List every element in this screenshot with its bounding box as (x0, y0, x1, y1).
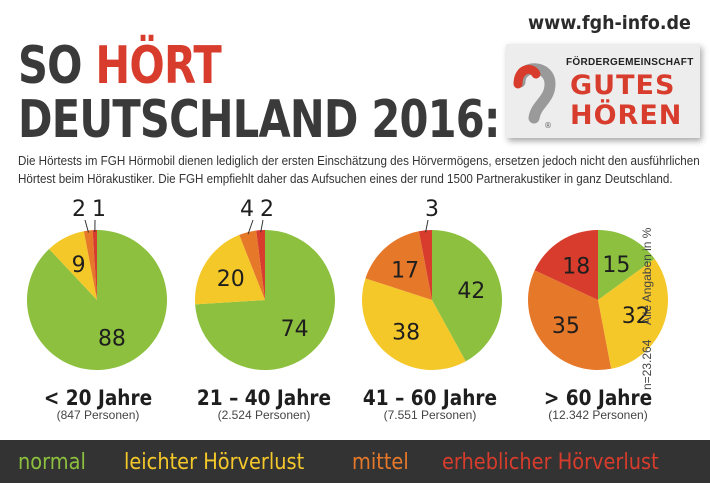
data-label-leicht: 32 (622, 304, 650, 329)
data-label-normal: 15 (602, 253, 630, 278)
data-label-normal: 74 (281, 317, 309, 342)
pie-slice-leicht (49, 231, 97, 300)
pie-slice-normal (27, 230, 168, 371)
pie-slice-erheblich (92, 230, 97, 300)
person-count: (2.524 Personen) (217, 408, 311, 422)
age-group-21-40: 21 – 40 Jahre (2.524 Personen) (184, 386, 344, 422)
registered-mark: ® (544, 121, 552, 130)
leader-line (425, 219, 429, 233)
age-group-under-20: < 20 Jahre (847 Personen) (18, 386, 178, 422)
person-count: (12.342 Personen) (548, 408, 648, 422)
data-label-normal: 88 (98, 327, 126, 352)
legend-normal: normal (18, 450, 86, 475)
pie-slice-mittel (528, 270, 612, 370)
legend-leicht: leichter Hörverlust (124, 450, 305, 475)
side-note: n=23.264 Alle Angaben in % (640, 200, 654, 390)
headline-highlight: HÖRT (95, 36, 221, 96)
leader-line (260, 219, 264, 233)
age-label: 41 – 60 Jahre (362, 386, 498, 410)
pie-slice-leicht (598, 258, 668, 369)
headline-line1: SO HÖRT (18, 36, 222, 96)
ear-logo-icon: ® (513, 63, 556, 130)
data-label-mittel: 4 (240, 197, 254, 222)
pie-2: 42 38 17 3 (362, 197, 502, 370)
person-count: (7.551 Personen) (383, 408, 477, 422)
pie-slice-normal (598, 230, 655, 300)
legend-mittel: mittel (352, 450, 409, 475)
legend-bar: normal leichter Hörverlust mittel erhebl… (0, 440, 710, 483)
data-label-leicht: 9 (72, 253, 86, 278)
data-label-erheblich: 3 (425, 197, 439, 222)
pie-3: 15 32 35 18 (528, 230, 668, 370)
description-line: Hörtest beim Hörakustiker. Die FGH empfi… (18, 172, 673, 186)
website-url[interactable]: www.fgh-info.de (528, 12, 691, 34)
description-line: Die Hörtests im FGH Hörmobil dienen ledi… (18, 154, 700, 168)
logo-gutes-hoeren: ® FÖRDERGEMEINSCHAFT GUTES HÖREN (506, 44, 700, 138)
description: Die Hörtests im FGH Hörmobil dienen ledi… (18, 152, 700, 188)
pie-1: 74 20 4 2 (195, 197, 335, 371)
pie-slice-mittel (83, 230, 97, 300)
leader-line (247, 219, 254, 235)
sample-size: n=23.264 (640, 339, 654, 390)
pie-0: 88 9 2 1 (27, 197, 168, 371)
pie-slice-leicht (195, 234, 265, 305)
pie-slice-erheblich (534, 230, 598, 300)
pie-slice-normal (432, 230, 502, 362)
age-label: > 60 Jahre (543, 386, 653, 410)
data-label-normal: 42 (457, 279, 485, 304)
pie-slice-leicht (362, 278, 466, 370)
data-label-mittel: 17 (391, 259, 419, 284)
legend-erheblich: erheblicher Hörverlust (442, 450, 659, 475)
age-label: 21 – 40 Jahre (196, 386, 332, 410)
logo-word-hoeren: HÖREN (570, 100, 683, 131)
unit-note: Alle Angaben in % (640, 227, 654, 325)
logo-word-gutes: GUTES (570, 70, 676, 101)
data-label-erheblich: 1 (92, 197, 106, 222)
leader-line (84, 219, 89, 233)
headline-prefix: SO (18, 36, 83, 96)
data-label-leicht: 38 (392, 320, 420, 345)
pie-slice-mittel (239, 230, 265, 300)
data-label-mittel: 2 (72, 197, 86, 222)
data-label-erheblich: 2 (260, 197, 274, 222)
age-group-41-60: 41 – 60 Jahre (7.551 Personen) (350, 386, 510, 422)
age-group-over-60: > 60 Jahre (12.342 Personen) (518, 386, 678, 422)
pie-slice-erheblich (418, 230, 432, 300)
headline-line2: DEUTSCHLAND 2016: (18, 90, 501, 150)
pie-slice-mittel (365, 231, 432, 300)
person-count: (847 Personen) (56, 408, 140, 422)
data-label-mittel: 35 (552, 314, 580, 339)
pie-slice-normal (195, 230, 335, 371)
age-label: < 20 Jahre (43, 386, 153, 410)
pie-slice-erheblich (256, 230, 265, 300)
logo-org: FÖRDERGEMEINSCHAFT (566, 57, 694, 68)
data-label-erheblich: 18 (562, 255, 590, 280)
data-label-leicht: 20 (217, 267, 245, 292)
